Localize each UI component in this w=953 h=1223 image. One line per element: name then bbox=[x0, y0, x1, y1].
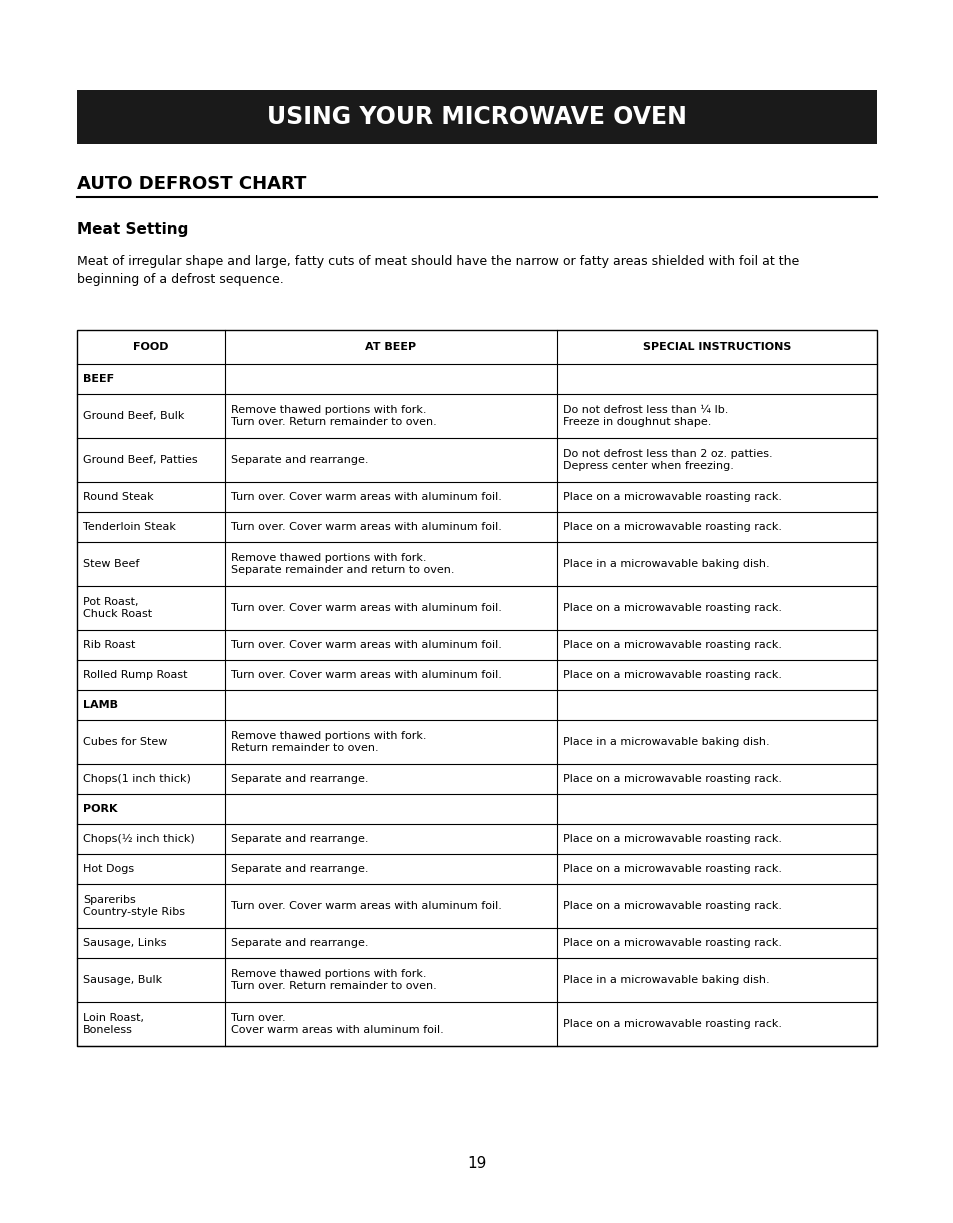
Text: LAMB: LAMB bbox=[83, 700, 118, 711]
Text: Remove thawed portions with fork.
Turn over. Return remainder to oven.: Remove thawed portions with fork. Turn o… bbox=[231, 969, 436, 991]
Text: Chops(½ inch thick): Chops(½ inch thick) bbox=[83, 834, 194, 844]
Text: Separate and rearrange.: Separate and rearrange. bbox=[231, 774, 368, 784]
Text: Place in a microwavable baking dish.: Place in a microwavable baking dish. bbox=[562, 737, 769, 747]
Text: Spareribs
Country-style Ribs: Spareribs Country-style Ribs bbox=[83, 895, 185, 917]
Text: Place on a microwavable roasting rack.: Place on a microwavable roasting rack. bbox=[562, 938, 781, 948]
Text: SPECIAL INSTRUCTIONS: SPECIAL INSTRUCTIONS bbox=[642, 342, 790, 352]
Text: Place on a microwavable roasting rack.: Place on a microwavable roasting rack. bbox=[562, 640, 781, 649]
Text: Place on a microwavable roasting rack.: Place on a microwavable roasting rack. bbox=[562, 834, 781, 844]
Text: Turn over. Cover warm areas with aluminum foil.: Turn over. Cover warm areas with aluminu… bbox=[231, 522, 501, 532]
Text: AUTO DEFROST CHART: AUTO DEFROST CHART bbox=[77, 175, 306, 193]
Text: Rolled Rump Roast: Rolled Rump Roast bbox=[83, 670, 188, 680]
Text: Loin Roast,
Boneless: Loin Roast, Boneless bbox=[83, 1013, 144, 1035]
Text: Chops(1 inch thick): Chops(1 inch thick) bbox=[83, 774, 191, 784]
Text: Stew Beef: Stew Beef bbox=[83, 559, 139, 569]
Text: Turn over. Cover warm areas with aluminum foil.: Turn over. Cover warm areas with aluminu… bbox=[231, 670, 501, 680]
Text: Rib Roast: Rib Roast bbox=[83, 640, 135, 649]
Text: Ground Beef, Bulk: Ground Beef, Bulk bbox=[83, 411, 184, 421]
Text: Separate and rearrange.: Separate and rearrange. bbox=[231, 834, 368, 844]
Text: Turn over. Cover warm areas with aluminum foil.: Turn over. Cover warm areas with aluminu… bbox=[231, 640, 501, 649]
Text: Meat Setting: Meat Setting bbox=[77, 223, 188, 237]
Text: Place on a microwavable roasting rack.: Place on a microwavable roasting rack. bbox=[562, 670, 781, 680]
Text: Turn over. Cover warm areas with aluminum foil.: Turn over. Cover warm areas with aluminu… bbox=[231, 901, 501, 911]
Text: PORK: PORK bbox=[83, 804, 117, 815]
Text: Place on a microwavable roasting rack.: Place on a microwavable roasting rack. bbox=[562, 522, 781, 532]
Text: Turn over.
Cover warm areas with aluminum foil.: Turn over. Cover warm areas with aluminu… bbox=[231, 1013, 443, 1035]
Text: Place in a microwavable baking dish.: Place in a microwavable baking dish. bbox=[562, 559, 769, 569]
Text: Remove thawed portions with fork.
Separate remainder and return to oven.: Remove thawed portions with fork. Separa… bbox=[231, 553, 454, 575]
Text: Remove thawed portions with fork.
Turn over. Return remainder to oven.: Remove thawed portions with fork. Turn o… bbox=[231, 405, 436, 427]
Text: FOOD: FOOD bbox=[133, 342, 169, 352]
Text: Separate and rearrange.: Separate and rearrange. bbox=[231, 938, 368, 948]
Text: Place on a microwavable roasting rack.: Place on a microwavable roasting rack. bbox=[562, 774, 781, 784]
Text: Turn over. Cover warm areas with aluminum foil.: Turn over. Cover warm areas with aluminu… bbox=[231, 603, 501, 613]
Text: Place in a microwavable baking dish.: Place in a microwavable baking dish. bbox=[562, 975, 769, 985]
Bar bbox=[77, 91, 876, 144]
Text: 19: 19 bbox=[467, 1156, 486, 1170]
Text: USING YOUR MICROWAVE OVEN: USING YOUR MICROWAVE OVEN bbox=[267, 105, 686, 128]
Text: Place on a microwavable roasting rack.: Place on a microwavable roasting rack. bbox=[562, 863, 781, 874]
Text: Ground Beef, Patties: Ground Beef, Patties bbox=[83, 455, 197, 465]
Bar bbox=[77, 330, 876, 1046]
Text: Sausage, Bulk: Sausage, Bulk bbox=[83, 975, 162, 985]
Text: Place on a microwavable roasting rack.: Place on a microwavable roasting rack. bbox=[562, 901, 781, 911]
Text: Remove thawed portions with fork.
Return remainder to oven.: Remove thawed portions with fork. Return… bbox=[231, 731, 426, 753]
Text: Round Steak: Round Steak bbox=[83, 492, 153, 501]
Text: Separate and rearrange.: Separate and rearrange. bbox=[231, 863, 368, 874]
Text: Cubes for Stew: Cubes for Stew bbox=[83, 737, 167, 747]
Text: Separate and rearrange.: Separate and rearrange. bbox=[231, 455, 368, 465]
Text: Place on a microwavable roasting rack.: Place on a microwavable roasting rack. bbox=[562, 603, 781, 613]
Text: Do not defrost less than 2 oz. patties.
Depress center when freezing.: Do not defrost less than 2 oz. patties. … bbox=[562, 449, 772, 471]
Text: Sausage, Links: Sausage, Links bbox=[83, 938, 167, 948]
Text: Place on a microwavable roasting rack.: Place on a microwavable roasting rack. bbox=[562, 1019, 781, 1029]
Text: AT BEEP: AT BEEP bbox=[365, 342, 416, 352]
Text: Tenderloin Steak: Tenderloin Steak bbox=[83, 522, 175, 532]
Text: Hot Dogs: Hot Dogs bbox=[83, 863, 134, 874]
Text: Pot Roast,
Chuck Roast: Pot Roast, Chuck Roast bbox=[83, 597, 152, 619]
Text: Do not defrost less than ¼ lb.
Freeze in doughnut shape.: Do not defrost less than ¼ lb. Freeze in… bbox=[562, 405, 727, 427]
Text: BEEF: BEEF bbox=[83, 374, 114, 384]
Text: Turn over. Cover warm areas with aluminum foil.: Turn over. Cover warm areas with aluminu… bbox=[231, 492, 501, 501]
Text: Meat of irregular shape and large, fatty cuts of meat should have the narrow or : Meat of irregular shape and large, fatty… bbox=[77, 256, 799, 286]
Text: Place on a microwavable roasting rack.: Place on a microwavable roasting rack. bbox=[562, 492, 781, 501]
